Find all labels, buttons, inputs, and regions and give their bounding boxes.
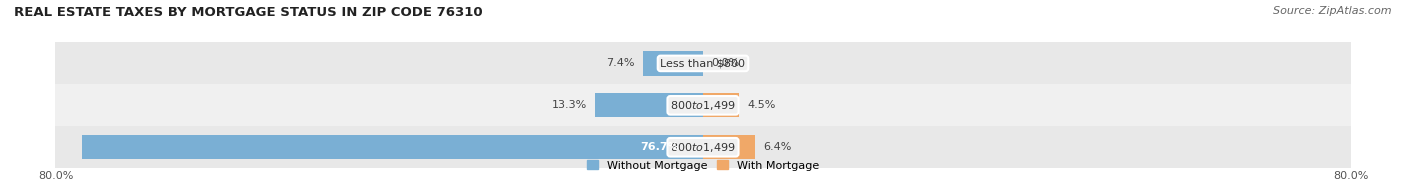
- Bar: [703, 93, 740, 117]
- Text: $800 to $1,499: $800 to $1,499: [671, 141, 735, 154]
- Text: 13.3%: 13.3%: [553, 100, 588, 110]
- Text: 76.7%: 76.7%: [640, 142, 679, 152]
- Bar: [82, 135, 703, 159]
- Text: REAL ESTATE TAXES BY MORTGAGE STATUS IN ZIP CODE 76310: REAL ESTATE TAXES BY MORTGAGE STATUS IN …: [14, 6, 482, 19]
- Bar: [55, 43, 1351, 84]
- Text: 0.0%: 0.0%: [711, 58, 740, 68]
- Bar: [703, 135, 755, 159]
- Text: $800 to $1,499: $800 to $1,499: [671, 99, 735, 112]
- Text: 7.4%: 7.4%: [606, 58, 636, 68]
- Text: 4.5%: 4.5%: [748, 100, 776, 110]
- Text: Less than $800: Less than $800: [661, 58, 745, 68]
- Bar: [643, 51, 703, 76]
- Legend: Without Mortgage, With Mortgage: Without Mortgage, With Mortgage: [585, 158, 821, 173]
- Bar: [595, 93, 703, 117]
- Bar: [55, 126, 1351, 168]
- Bar: [55, 84, 1351, 126]
- Text: 6.4%: 6.4%: [763, 142, 792, 152]
- Text: Source: ZipAtlas.com: Source: ZipAtlas.com: [1274, 6, 1392, 16]
